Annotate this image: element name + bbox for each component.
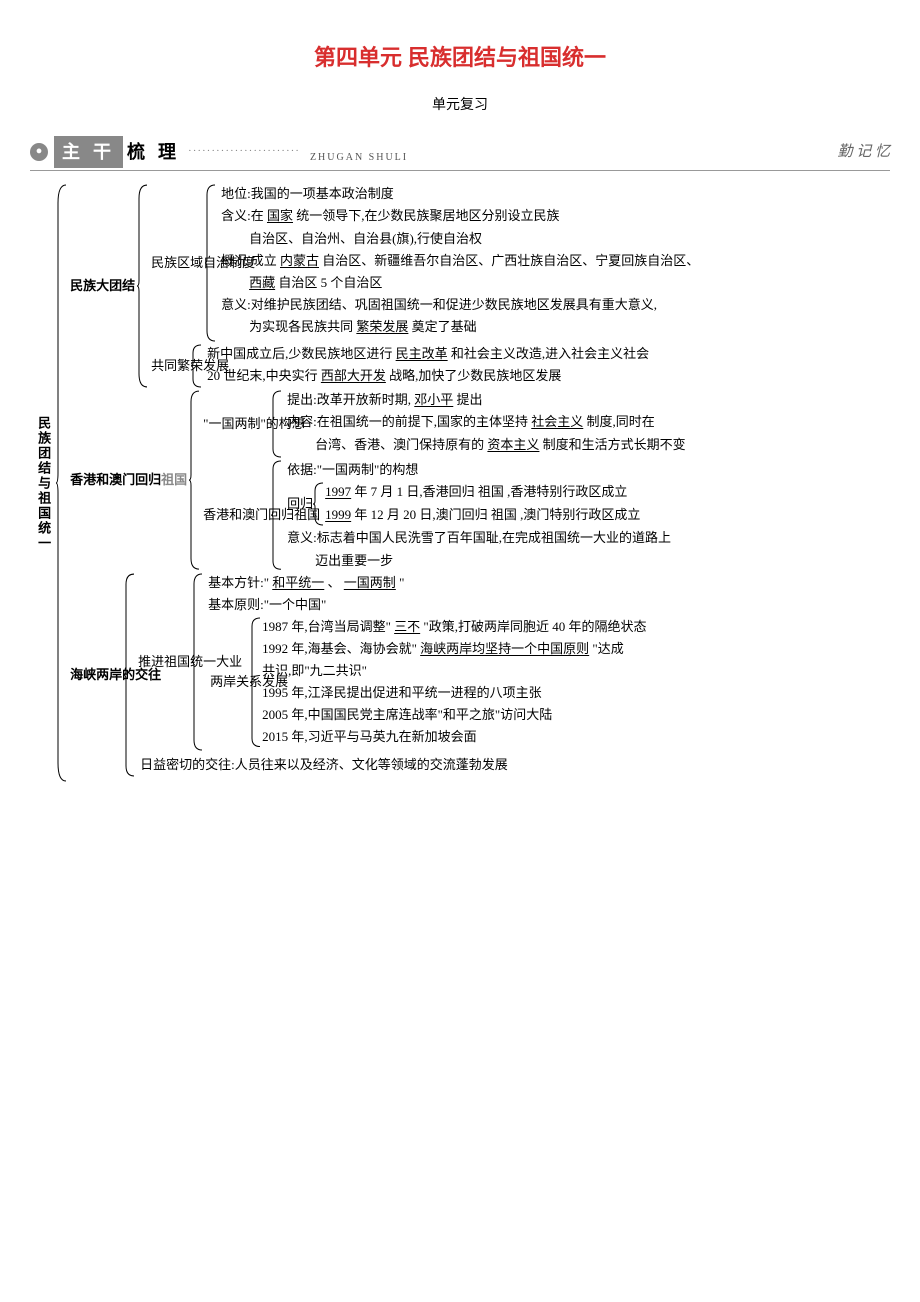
text-line: 意义:标志着中国人民洗雪了百年国耻,在完成祖国统一大业的道路上: [287, 527, 671, 549]
text-line: 地位:我国的一项基本政治制度: [221, 183, 699, 205]
page-title: 第四单元 民族团结与祖国统一: [30, 40, 890, 75]
brace-icon: [189, 389, 201, 571]
brace-icon: [191, 343, 203, 389]
section-3-label: 海峡两岸的交往: [68, 572, 124, 778]
s1-sub2-label: 共同繁荣发展: [149, 343, 191, 389]
brace-icon: [56, 183, 68, 783]
text-line: 西藏 自治区 5 个自治区: [221, 272, 699, 294]
text-line: 概况:成立 内蒙古 自治区、新疆维吾尔自治区、广西壮族自治区、宁夏回族自治区、: [221, 250, 699, 272]
brace-icon: [137, 183, 149, 389]
header-right: 勤 记 忆: [837, 140, 890, 164]
brace-icon: [192, 572, 204, 752]
brace-icon: [271, 389, 283, 459]
bullet-icon: [30, 143, 48, 161]
outline-tree: 民族团结与祖国统一 民族大团结 民族区域自治制度 地位:我国的一项基本政治制度: [30, 183, 890, 783]
relations-label: 两岸关系发展: [208, 616, 250, 749]
text-line: 迈出重要一步: [287, 550, 671, 572]
s3-sub1-label: 推进祖国统一大业: [136, 572, 192, 752]
brace-icon: [250, 616, 262, 749]
s1-sub1-label: 民族区域自治制度: [149, 183, 205, 343]
section-1-label: 民族大团结: [68, 183, 137, 389]
text-line: 含义:在 国家 统一领导下,在少数民族聚居地区分别设立民族: [221, 205, 699, 227]
section-2-label: 香港和澳门回归祖国: [68, 389, 189, 571]
s2-sub1-label: "一国两制"的构想: [201, 389, 271, 459]
text-line: 基本方针:" 和平统一 、 一国两制 ": [208, 572, 646, 594]
text-line: 台湾、香港、澳门保持原有的 资本主义 制度和生活方式长期不变: [287, 434, 686, 456]
header-pinyin: ZHUGAN SHULI: [310, 150, 408, 168]
page-subtitle: 单元复习: [30, 95, 890, 117]
text-line: 2015 年,习近平与马英九在新加坡会面: [262, 726, 646, 748]
text-line: 新中国成立后,少数民族地区进行 民主改革 和社会主义改造,进入社会主义社会: [207, 343, 649, 365]
text-line: 自治区、自治州、自治县(旗),行使自治权: [221, 228, 699, 250]
text-line: 1997 年 7 月 1 日,香港回归 祖国 ,香港特别行政区成立: [325, 481, 640, 503]
text-line: 内容:在祖国统一的前提下,国家的主体坚持 社会主义 制度,同时在: [287, 411, 686, 433]
brace-icon: [124, 572, 136, 778]
text-line: 依据:"一国两制"的构想: [287, 459, 671, 481]
text-line: 1992 年,海基会、海协会就" 海峡两岸均坚持一个中国原则 "达成: [262, 638, 646, 660]
text-line: 1999 年 12 月 20 日,澳门回归 祖国 ,澳门特别行政区成立: [325, 504, 640, 526]
header-shuli: 梳 理: [127, 138, 180, 167]
root-label: 民族团结与祖国统一: [30, 183, 56, 783]
dots-decoration: ························: [188, 143, 300, 161]
text-line: 为实现各民族共同 繁荣发展 奠定了基础: [221, 316, 699, 338]
text-line: 意义:对维护民族团结、巩固祖国统一和促进少数民族地区发展具有重大意义,: [221, 294, 699, 316]
text-line: 2005 年,中国国民党主席连战率"和平之旅"访问大陆: [262, 704, 646, 726]
section-header: 主 干 梳 理 ························ ZHUGAN …: [30, 136, 890, 172]
return-label: 回归: [287, 481, 313, 527]
text-line: 1995 年,江泽民提出促进和平统一进程的八项主张: [262, 682, 646, 704]
brace-icon: [313, 481, 325, 527]
header-zhugan: 主 干: [54, 136, 123, 169]
s2-sub2-label: 香港和澳门回归祖国: [201, 459, 271, 571]
brace-icon: [205, 183, 217, 343]
text-line: 提出:改革开放新时期, 邓小平 提出: [287, 389, 686, 411]
brace-icon: [271, 459, 283, 571]
text-line: 共识,即"九二共识": [262, 660, 646, 682]
text-line: 1987 年,台湾当局调整" 三不 "政策,打破两岸同胞近 40 年的隔绝状态: [262, 616, 646, 638]
text-line: 基本原则:"一个中国": [208, 594, 646, 616]
text-line: 20 世纪末,中央实行 西部大开发 战略,加快了少数民族地区发展: [207, 365, 649, 387]
s3-sub2: 日益密切的交往:人员往来以及经济、文化等领域的交流蓬勃发展: [136, 752, 646, 778]
